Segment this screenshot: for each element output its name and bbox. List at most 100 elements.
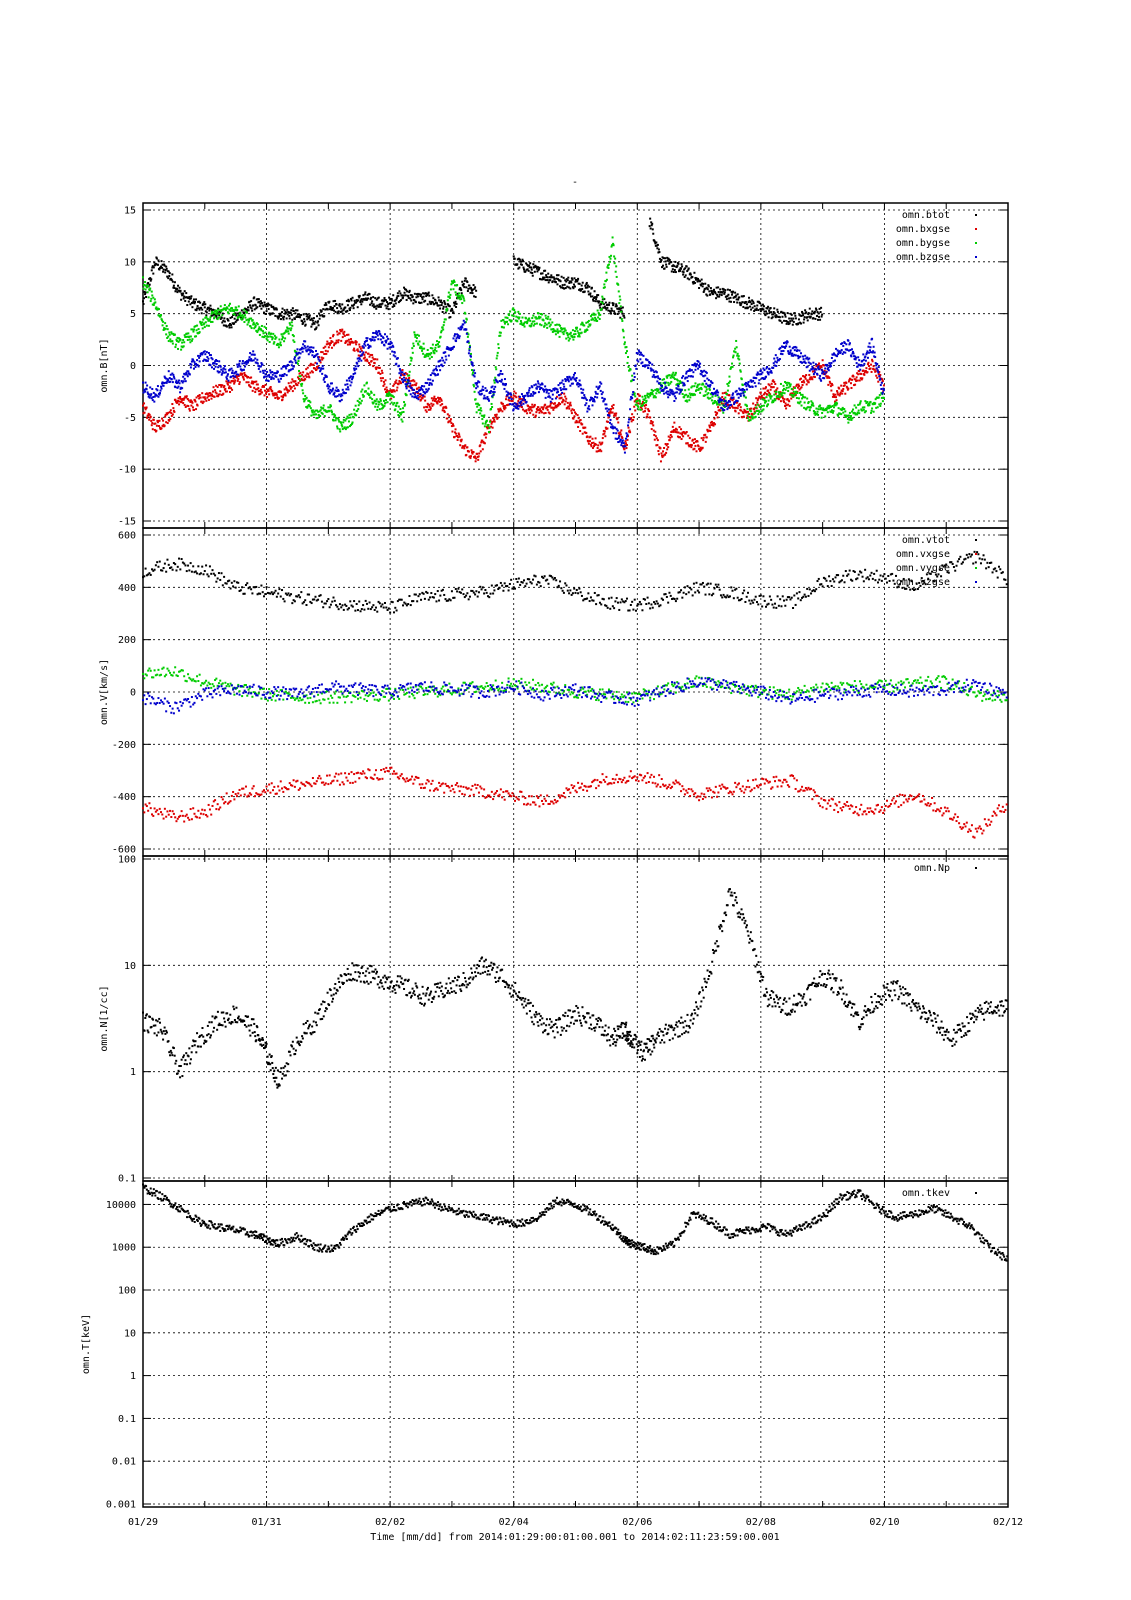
data-point xyxy=(236,365,239,368)
data-point xyxy=(510,393,513,396)
data-point xyxy=(316,409,319,412)
data-point xyxy=(572,376,575,379)
data-point xyxy=(312,346,315,349)
data-point xyxy=(146,286,149,289)
data-point xyxy=(199,320,202,323)
data-point xyxy=(451,423,454,426)
data-point xyxy=(399,374,402,377)
data-point xyxy=(551,280,554,283)
data-point xyxy=(195,396,198,399)
data-point xyxy=(805,311,808,314)
data-point xyxy=(680,267,683,270)
data-point xyxy=(723,391,726,394)
data-point xyxy=(522,266,525,269)
data-point xyxy=(557,274,560,277)
data-point xyxy=(553,330,556,333)
data-point xyxy=(852,408,855,411)
data-point xyxy=(307,317,310,320)
data-point xyxy=(621,437,624,440)
data-point xyxy=(402,296,405,299)
data-point xyxy=(426,352,429,355)
data-point xyxy=(375,298,378,301)
data-point xyxy=(328,385,331,388)
data-point xyxy=(232,312,235,315)
data-point xyxy=(477,391,480,394)
data-point xyxy=(728,406,731,409)
data-point xyxy=(269,312,272,315)
data-point xyxy=(437,373,440,376)
data-point xyxy=(761,398,764,401)
data-point xyxy=(451,281,454,284)
data-point xyxy=(478,408,481,411)
data-point xyxy=(171,381,174,384)
data-point xyxy=(854,383,857,386)
data-point xyxy=(544,314,547,317)
data-point xyxy=(514,319,517,322)
data-point xyxy=(169,338,172,341)
data-point xyxy=(794,393,797,396)
data-point xyxy=(214,312,217,315)
data-point xyxy=(556,388,559,391)
data-point xyxy=(566,334,569,337)
data-point xyxy=(817,364,820,367)
data-point xyxy=(458,335,461,338)
data-point xyxy=(208,307,211,310)
data-point xyxy=(542,406,545,409)
data-point xyxy=(378,330,381,333)
data-point xyxy=(147,282,150,285)
data-point xyxy=(518,312,521,315)
data-point xyxy=(823,409,826,412)
data-point xyxy=(152,266,155,269)
data-point xyxy=(725,402,728,405)
data-point xyxy=(301,382,304,385)
data-point xyxy=(157,419,160,422)
data-point xyxy=(512,255,515,258)
data-point xyxy=(478,393,481,396)
data-point xyxy=(848,379,851,382)
data-point xyxy=(398,411,401,414)
data-point xyxy=(824,407,827,410)
data-point xyxy=(764,314,767,317)
data-point xyxy=(389,398,392,401)
data-point xyxy=(568,407,571,410)
data-point xyxy=(184,405,187,408)
data-point xyxy=(171,280,174,283)
data-point xyxy=(153,395,156,398)
data-point xyxy=(783,319,786,322)
data-point xyxy=(534,264,537,267)
data-point xyxy=(745,306,748,309)
data-point xyxy=(837,407,840,410)
data-point xyxy=(861,409,864,412)
data-point xyxy=(352,341,355,344)
data-point xyxy=(236,375,239,378)
data-point xyxy=(339,395,342,398)
data-point xyxy=(766,405,769,408)
data-point xyxy=(311,363,314,366)
data-point xyxy=(568,333,571,336)
data-point xyxy=(762,305,765,308)
data-point xyxy=(708,426,711,429)
data-point xyxy=(819,318,822,321)
data-point xyxy=(447,354,450,357)
data-point xyxy=(867,364,870,367)
data-point xyxy=(205,314,208,317)
data-point xyxy=(812,404,815,407)
data-point xyxy=(414,384,417,387)
data-point xyxy=(374,332,377,335)
data-point xyxy=(333,392,336,395)
data-point xyxy=(149,415,152,418)
data-point xyxy=(404,379,407,382)
data-point xyxy=(670,270,673,273)
data-point xyxy=(777,391,780,394)
data-point xyxy=(272,305,275,308)
data-point xyxy=(567,378,570,381)
data-point xyxy=(541,406,544,409)
data-point xyxy=(820,366,823,369)
data-point xyxy=(378,303,381,306)
data-point xyxy=(603,283,606,286)
data-point xyxy=(419,395,422,398)
data-point xyxy=(373,339,376,342)
data-point xyxy=(421,347,424,350)
data-point xyxy=(236,363,239,366)
data-point xyxy=(456,294,459,297)
